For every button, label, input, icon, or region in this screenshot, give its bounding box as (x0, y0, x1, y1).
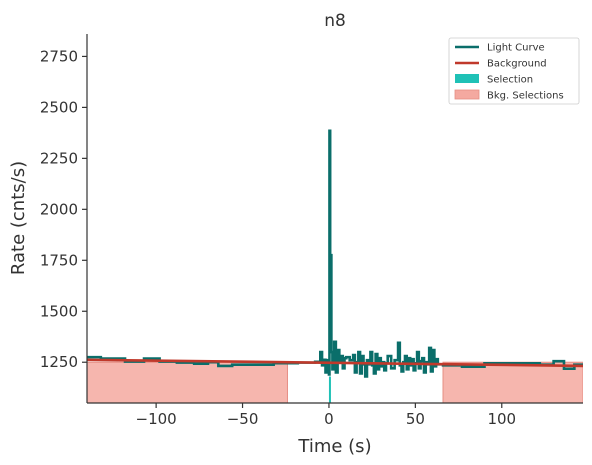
x-tick-label: −50 (227, 410, 259, 428)
x-tick-label: 100 (487, 410, 516, 428)
ticks: −100 −50 0 50 100 1250 1500 1750 2000 2250 2500 275… (40, 47, 516, 428)
y-axis-label: Rate (cnts/s) (8, 161, 29, 275)
legend-swatch-3 (455, 74, 479, 83)
x-axis-label: Time (s) (297, 436, 371, 457)
axes (86, 34, 583, 404)
legend-label-4: Bkg. Selections (487, 91, 564, 102)
x-tick-label: −100 (136, 410, 177, 428)
legend-label-3: Selection (487, 75, 533, 86)
legend-swatch-4 (454, 89, 480, 100)
y-tick-label: 1750 (40, 251, 78, 269)
source-selection-region (328, 376, 331, 403)
bkg-selection-region-2 (442, 361, 583, 403)
legend-frame (448, 37, 580, 105)
y-tick-label: 2000 (40, 200, 78, 218)
light-curve-line (87, 129, 583, 378)
y-tick-label: 2750 (40, 47, 78, 65)
y-tick-label: 1500 (40, 302, 78, 320)
legend-label-2: Background (487, 59, 547, 70)
y-tick-label: 1250 (40, 353, 78, 371)
plot-area (87, 129, 583, 403)
bkg-selection-region-1 (87, 361, 288, 403)
chart-title: n8 (324, 11, 346, 31)
x-tick-label: 0 (324, 410, 334, 428)
y-tick-label: 2500 (40, 98, 78, 116)
legend: Light Curve Background Selection Bkg. Selec… (448, 37, 580, 105)
background-fit-line (87, 358, 583, 368)
legend-label-1: Light Curve (487, 43, 545, 54)
y-tick-label: 2250 (40, 149, 78, 167)
x-tick-label: 50 (406, 410, 425, 428)
